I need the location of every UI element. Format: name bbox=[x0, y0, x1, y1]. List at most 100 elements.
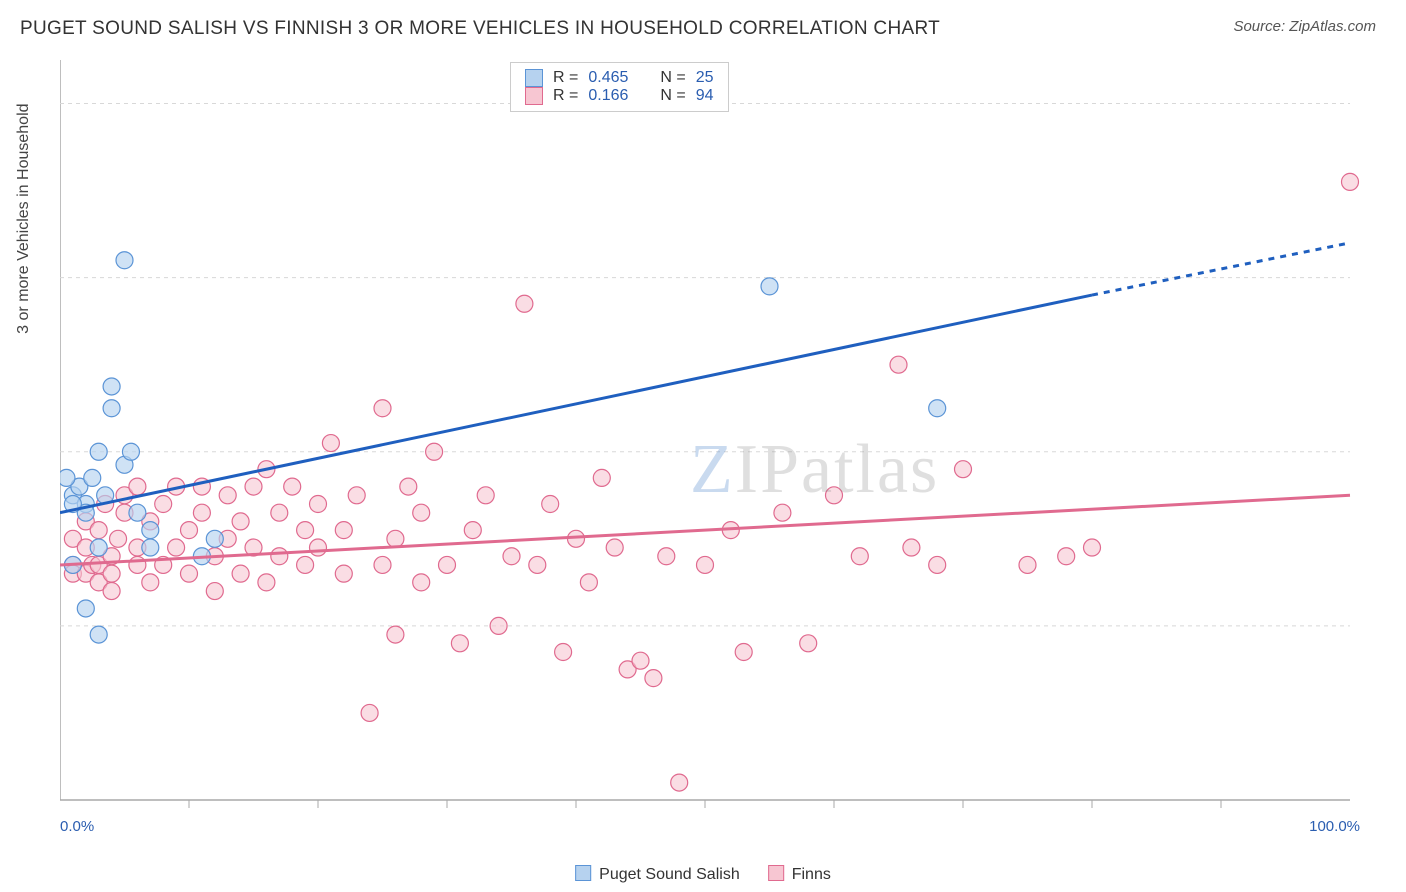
point-finns bbox=[322, 435, 339, 452]
point-finns bbox=[632, 652, 649, 669]
point-finns bbox=[219, 487, 236, 504]
point-salish bbox=[206, 530, 223, 547]
point-salish bbox=[761, 278, 778, 295]
point-finns bbox=[103, 583, 120, 600]
point-finns bbox=[851, 548, 868, 565]
point-finns bbox=[181, 565, 198, 582]
point-finns bbox=[774, 504, 791, 521]
point-finns bbox=[697, 556, 714, 573]
legend-label-salish: Puget Sound Salish bbox=[599, 866, 740, 883]
point-finns bbox=[516, 295, 533, 312]
point-finns bbox=[400, 478, 417, 495]
swatch-finns-r bbox=[525, 87, 543, 105]
point-finns bbox=[735, 644, 752, 661]
point-salish bbox=[60, 469, 75, 486]
point-finns bbox=[271, 504, 288, 521]
point-finns bbox=[206, 583, 223, 600]
point-finns bbox=[310, 496, 327, 513]
point-finns bbox=[503, 548, 520, 565]
point-finns bbox=[606, 539, 623, 556]
point-finns bbox=[90, 522, 107, 539]
point-salish bbox=[103, 400, 120, 417]
n-label: N = bbox=[660, 69, 685, 87]
r-label: R = bbox=[553, 87, 578, 105]
point-finns bbox=[110, 530, 127, 547]
point-salish bbox=[929, 400, 946, 417]
r-legend-row-finns: R =0.166N =94 bbox=[525, 87, 714, 105]
point-finns bbox=[310, 539, 327, 556]
point-finns bbox=[271, 548, 288, 565]
point-finns bbox=[1019, 556, 1036, 573]
point-finns bbox=[297, 522, 314, 539]
point-finns bbox=[258, 574, 275, 591]
chart-area: 3 or more Vehicles in Household 20.0%40.… bbox=[50, 60, 1370, 820]
point-salish bbox=[116, 252, 133, 269]
point-finns bbox=[593, 469, 610, 486]
point-finns bbox=[658, 548, 675, 565]
source-label: Source: ZipAtlas.com bbox=[1233, 18, 1376, 35]
point-finns bbox=[955, 461, 972, 478]
x-axis-max-label: 100.0% bbox=[1309, 818, 1360, 835]
point-salish bbox=[142, 539, 159, 556]
legend-label-finns: Finns bbox=[792, 866, 831, 883]
point-finns bbox=[529, 556, 546, 573]
point-finns bbox=[297, 556, 314, 573]
point-finns bbox=[439, 556, 456, 573]
point-finns bbox=[464, 522, 481, 539]
point-salish bbox=[103, 378, 120, 395]
r-value-salish: 0.465 bbox=[588, 69, 628, 87]
trendline-finns bbox=[60, 495, 1350, 565]
y-axis-label: 3 or more Vehicles in Household bbox=[15, 103, 33, 333]
point-finns bbox=[155, 496, 172, 513]
point-finns bbox=[451, 635, 468, 652]
r-value-finns: 0.166 bbox=[588, 87, 628, 105]
point-salish bbox=[90, 626, 107, 643]
point-salish bbox=[129, 504, 146, 521]
point-finns bbox=[142, 574, 159, 591]
swatch-salish-r bbox=[525, 69, 543, 87]
swatch-salish bbox=[575, 865, 591, 881]
r-legend-row-salish: R =0.465N =25 bbox=[525, 69, 714, 87]
point-finns bbox=[800, 635, 817, 652]
point-finns bbox=[903, 539, 920, 556]
point-finns bbox=[671, 774, 688, 791]
point-finns bbox=[129, 478, 146, 495]
point-finns bbox=[168, 539, 185, 556]
point-finns bbox=[193, 504, 210, 521]
point-finns bbox=[580, 574, 597, 591]
point-finns bbox=[245, 478, 262, 495]
chart-title: PUGET SOUND SALISH VS FINNISH 3 OR MORE … bbox=[20, 18, 940, 40]
point-finns bbox=[490, 617, 507, 634]
point-finns bbox=[413, 504, 430, 521]
point-finns bbox=[826, 487, 843, 504]
point-finns bbox=[1058, 548, 1075, 565]
point-finns bbox=[645, 670, 662, 687]
point-finns bbox=[387, 626, 404, 643]
point-finns bbox=[232, 513, 249, 530]
point-finns bbox=[103, 565, 120, 582]
point-finns bbox=[374, 400, 391, 417]
point-salish bbox=[122, 443, 139, 460]
point-salish bbox=[142, 522, 159, 539]
x-axis-min-label: 0.0% bbox=[60, 818, 94, 835]
point-finns bbox=[555, 644, 572, 661]
swatch-finns bbox=[768, 865, 784, 881]
correlation-legend: R =0.465N =25R =0.166N =94 bbox=[510, 62, 729, 112]
point-salish bbox=[90, 443, 107, 460]
point-finns bbox=[348, 487, 365, 504]
point-salish bbox=[84, 469, 101, 486]
point-finns bbox=[1084, 539, 1101, 556]
point-finns bbox=[387, 530, 404, 547]
n-value-salish: 25 bbox=[696, 69, 714, 87]
point-finns bbox=[426, 443, 443, 460]
point-finns bbox=[181, 522, 198, 539]
n-value-finns: 94 bbox=[696, 87, 714, 105]
point-finns bbox=[542, 496, 559, 513]
point-finns bbox=[335, 565, 352, 582]
trendline-salish-extrap bbox=[1092, 243, 1350, 295]
point-salish bbox=[77, 600, 94, 617]
point-finns bbox=[284, 478, 301, 495]
scatter-plot: 20.0%40.0%60.0%80.0% bbox=[60, 60, 1360, 820]
point-finns bbox=[232, 565, 249, 582]
point-finns bbox=[413, 574, 430, 591]
